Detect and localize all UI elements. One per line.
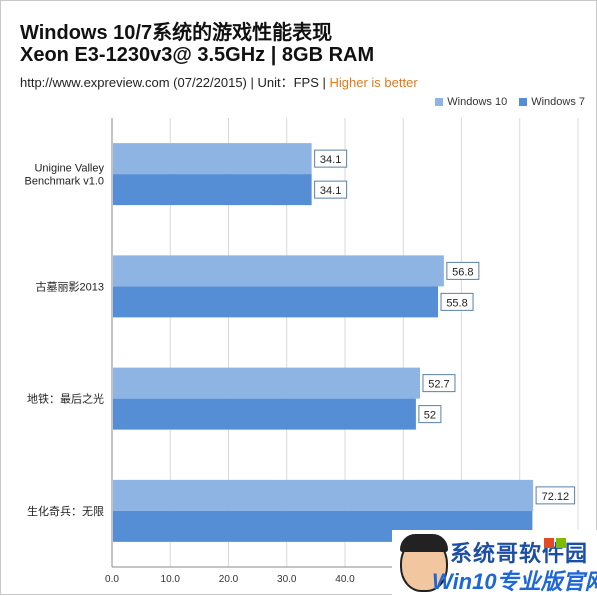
legend-swatch-win10 [435, 98, 444, 106]
legend-item-win10: Windows 10 [435, 96, 507, 108]
category-label: Unigine Valley [34, 163, 104, 175]
data-label-box [535, 486, 576, 505]
category-label: 古墓丽影2013 [36, 280, 104, 293]
category-label: 地铁：最后之光 [27, 392, 104, 406]
x-tick-label: 30.0 [277, 574, 297, 585]
data-label-box [422, 374, 456, 393]
legend-item-win7: Windows 7 [519, 96, 585, 108]
data-label-box [418, 405, 442, 424]
bar-win10 [113, 479, 534, 511]
watermark-line2: Win10专业版官网 [432, 569, 597, 594]
chart-subtitle-hardware: Xeon E3-1230v3@ 3.5GHz | 8GB RAM [20, 44, 375, 66]
bar-win10 [113, 367, 420, 399]
bar-win7 [113, 398, 416, 430]
bar-win10 [113, 143, 312, 175]
chart-source-line: http://www.expreview.com (07/22/2015) | … [20, 72, 418, 91]
source-text: http://www.expreview.com (07/22/2015) | … [20, 75, 330, 90]
category-label: 生化奇兵：无限 [27, 504, 104, 518]
bar-win10 [113, 255, 444, 287]
windows-logo-icon [544, 538, 554, 548]
windows-logo-icon [556, 538, 566, 548]
legend-swatch-win7 [519, 98, 528, 106]
data-label: 52 [424, 410, 436, 422]
data-label: 34.1 [320, 154, 341, 166]
data-label: 55.8 [446, 297, 467, 309]
x-tick-label: 10.0 [161, 574, 181, 585]
watermark-badge: 系统哥软件园 Win10专业版官网 [392, 530, 597, 595]
chart-title: Windows 10/7系统的游戏性能表现 [20, 22, 333, 44]
x-tick-label: 40.0 [335, 574, 355, 585]
data-label: 56.8 [452, 266, 473, 278]
x-tick-label: 20.0 [219, 574, 239, 585]
mascot-face-icon [400, 534, 448, 592]
data-label: 34.1 [320, 185, 341, 197]
x-tick-label: 0.0 [105, 574, 119, 585]
data-label-box [440, 292, 474, 311]
legend-label-win10: Windows 10 [447, 96, 508, 108]
data-label-box [314, 149, 348, 168]
category-label: Benchmark v1.0 [25, 176, 104, 188]
higher-is-better-note: Higher is better [329, 75, 418, 90]
legend: Windows 10 Windows 7 [435, 96, 585, 108]
bar-win7 [113, 174, 312, 206]
data-label-box [446, 261, 480, 280]
bar-win7 [113, 286, 439, 318]
data-label-box [314, 180, 348, 199]
data-label: 52.7 [428, 379, 449, 391]
legend-label-win7: Windows 7 [531, 96, 585, 108]
data-label: 72.12 [542, 491, 570, 503]
